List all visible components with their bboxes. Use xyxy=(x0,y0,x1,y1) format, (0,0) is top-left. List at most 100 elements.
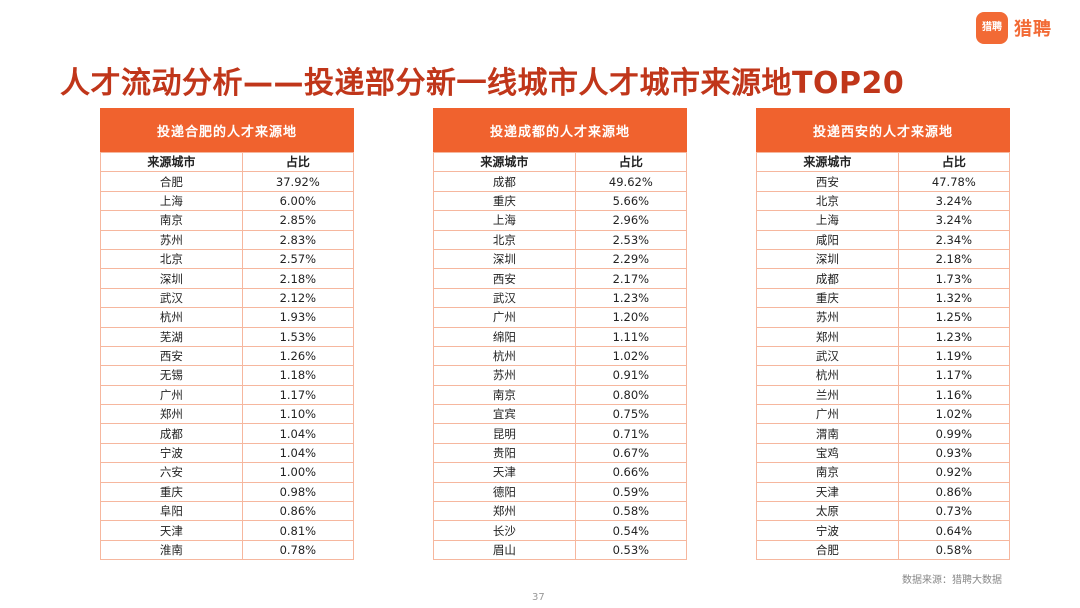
table-row: 杭州 1.17% xyxy=(756,365,1011,386)
share-cell: 2.85% xyxy=(241,210,355,231)
table-row: 合肥 0.58% xyxy=(756,539,1011,561)
city-cell: 杭州 xyxy=(100,307,243,328)
city-cell: 上海 xyxy=(100,190,243,212)
city-cell: 苏州 xyxy=(756,307,899,328)
table-row: 郑州 1.23% xyxy=(756,326,1011,347)
table-chengdu: 投递成都的人才来源地 来源城市 占比 成都 49.62% 重庆 5.66% 上海 2.96… xyxy=(433,108,688,561)
table-row: 渭南 0.99% xyxy=(756,423,1011,444)
share-cell: 0.64% xyxy=(897,520,1011,541)
table-row: 绵阳 1.11% xyxy=(433,326,688,347)
city-cell: 宝鸡 xyxy=(756,442,899,464)
table-row: 上海 3.24% xyxy=(756,210,1011,231)
city-cell: 咸阳 xyxy=(756,229,899,250)
city-cell: 杭州 xyxy=(756,365,899,386)
city-cell: 重庆 xyxy=(756,287,899,309)
share-cell: 1.00% xyxy=(241,462,355,483)
city-cell: 北京 xyxy=(756,190,899,212)
share-cell: 1.93% xyxy=(241,307,355,328)
liepin-logo-icon: 猎聘 xyxy=(976,12,1008,44)
city-cell: 昆明 xyxy=(433,423,576,444)
share-cell: 0.66% xyxy=(574,462,688,483)
share-cell: 2.53% xyxy=(574,229,688,250)
table-row: 广州 1.20% xyxy=(433,307,688,328)
table-row: 咸阳 2.34% xyxy=(756,229,1011,250)
city-cell: 南京 xyxy=(100,210,243,231)
table-row: 淮南 0.78% xyxy=(100,539,355,561)
city-cell: 杭州 xyxy=(433,345,576,367)
share-cell: 1.19% xyxy=(897,345,1011,367)
table-row: 西安 47.78% xyxy=(756,171,1011,192)
city-cell: 南京 xyxy=(756,462,899,483)
share-cell: 0.71% xyxy=(574,423,688,444)
table-row: 天津 0.66% xyxy=(433,462,688,483)
table-row: 武汉 1.23% xyxy=(433,287,688,309)
share-cell: 1.17% xyxy=(241,384,355,406)
city-cell: 武汉 xyxy=(433,287,576,309)
table-row: 武汉 1.19% xyxy=(756,345,1011,367)
city-cell: 宜宾 xyxy=(433,404,576,425)
city-cell: 苏州 xyxy=(433,365,576,386)
data-table: 来源城市 占比 合肥 37.92% 上海 6.00% 南京 2.85% 苏州 2.83% 北京 2… xyxy=(100,151,355,561)
page-number: 37 xyxy=(532,592,545,603)
city-cell: 广州 xyxy=(100,384,243,406)
table-row: 西安 2.17% xyxy=(433,268,688,289)
table-row: 深圳 2.18% xyxy=(100,268,355,289)
table-row: 成都 1.04% xyxy=(100,423,355,444)
share-cell: 1.23% xyxy=(897,326,1011,347)
share-cell: 5.66% xyxy=(574,190,688,212)
share-cell: 2.83% xyxy=(241,229,355,250)
brand-logo: 猎聘 猎聘 xyxy=(976,12,1052,44)
table-row: 天津 0.86% xyxy=(756,481,1011,503)
share-cell: 0.91% xyxy=(574,365,688,386)
table-row: 重庆 1.32% xyxy=(756,287,1011,309)
share-cell: 2.34% xyxy=(897,229,1011,250)
share-cell: 2.18% xyxy=(897,248,1011,270)
share-cell: 2.12% xyxy=(241,287,355,309)
table-row: 武汉 2.12% xyxy=(100,287,355,309)
city-cell: 苏州 xyxy=(100,229,243,250)
page-title: 人才流动分析——投递部分新一线城市人才城市来源地TOP20 xyxy=(60,66,905,101)
share-cell: 1.26% xyxy=(241,345,355,367)
share-cell: 1.23% xyxy=(574,287,688,309)
city-cell: 西安 xyxy=(433,268,576,289)
table-header: 投递西安的人才来源地 xyxy=(756,108,1010,152)
table-row: 宝鸡 0.93% xyxy=(756,442,1011,464)
share-cell: 0.58% xyxy=(574,501,688,522)
table-row: 六安 1.00% xyxy=(100,462,355,483)
table-header: 投递合肥的人才来源地 xyxy=(100,108,354,152)
table-row: 宜宾 0.75% xyxy=(433,404,688,425)
city-cell: 阜阳 xyxy=(100,501,243,522)
table-row: 德阳 0.59% xyxy=(433,481,688,503)
city-cell: 郑州 xyxy=(433,501,576,522)
share-cell: 0.92% xyxy=(897,462,1011,483)
share-cell: 2.96% xyxy=(574,210,688,231)
share-cell: 6.00% xyxy=(241,190,355,212)
table-row: 上海 2.96% xyxy=(433,210,688,231)
city-cell: 淮南 xyxy=(100,539,243,561)
table-row: 南京 2.85% xyxy=(100,210,355,231)
share-cell: 0.86% xyxy=(897,481,1011,503)
city-cell: 武汉 xyxy=(756,345,899,367)
table-row: 昆明 0.71% xyxy=(433,423,688,444)
table-row: 太原 0.73% xyxy=(756,501,1011,522)
table-row: 兰州 1.16% xyxy=(756,384,1011,406)
city-cell: 成都 xyxy=(756,268,899,289)
table-row: 芜湖 1.53% xyxy=(100,326,355,347)
table-row: 成都 49.62% xyxy=(433,171,688,192)
column-header-share: 占比 xyxy=(897,151,1011,173)
table-row: 贵阳 0.67% xyxy=(433,442,688,464)
share-cell: 1.02% xyxy=(574,345,688,367)
table-row: 深圳 2.18% xyxy=(756,248,1011,270)
table-row: 北京 2.57% xyxy=(100,248,355,270)
city-cell: 六安 xyxy=(100,462,243,483)
share-cell: 0.81% xyxy=(241,520,355,541)
logo-icon-text: 猎聘 xyxy=(982,22,1002,33)
table-header: 投递成都的人才来源地 xyxy=(433,108,687,152)
table-row: 苏州 1.25% xyxy=(756,307,1011,328)
city-cell: 宁波 xyxy=(100,442,243,464)
share-cell: 2.29% xyxy=(574,248,688,270)
city-cell: 合肥 xyxy=(756,539,899,561)
share-cell: 1.02% xyxy=(897,404,1011,425)
table-row: 南京 0.92% xyxy=(756,462,1011,483)
table-row: 成都 1.73% xyxy=(756,268,1011,289)
